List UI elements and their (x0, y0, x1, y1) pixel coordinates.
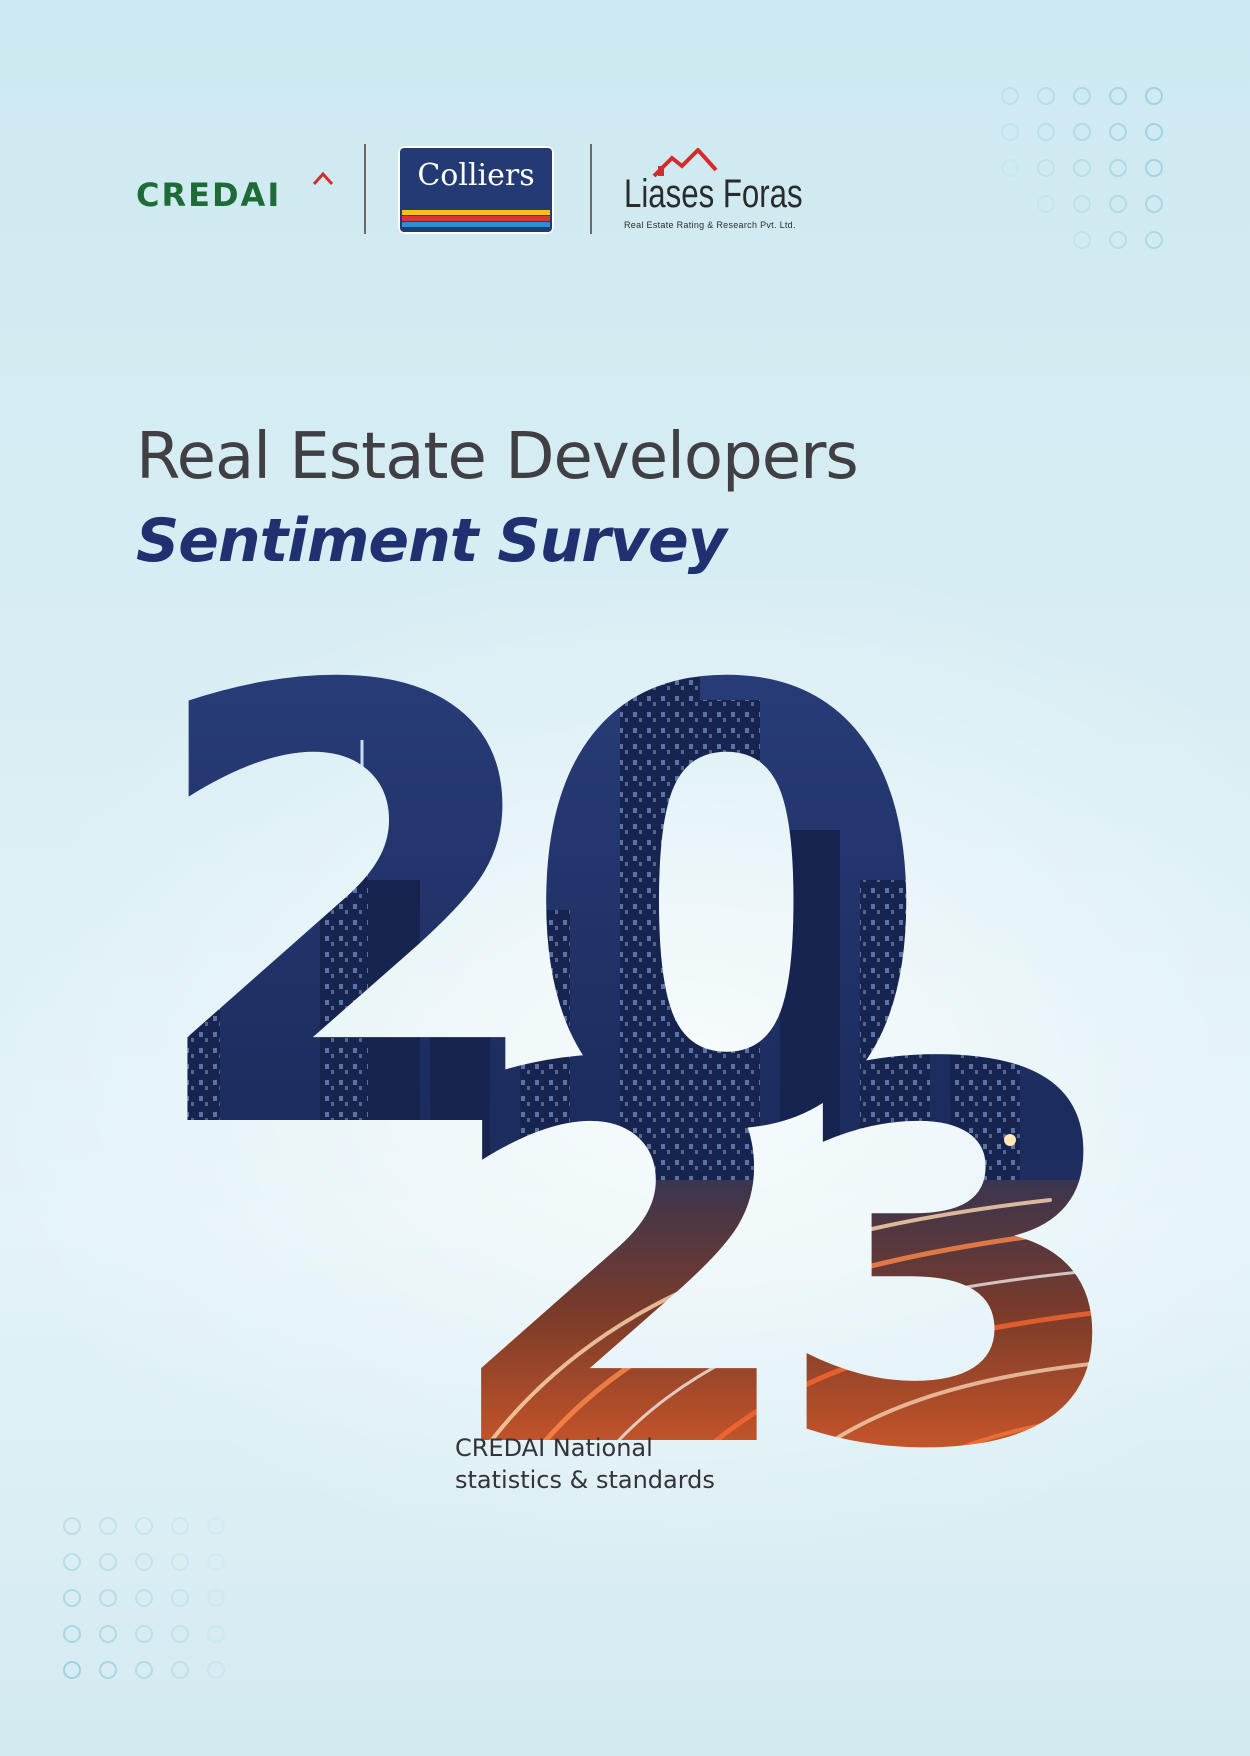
credai-roof-icon (312, 171, 334, 186)
partner-logos: CREDAI Colliers Liases Foras Real Estate… (130, 140, 830, 240)
logo-divider (364, 144, 366, 234)
publisher-caption: CREDAI National statistics & standards (455, 1432, 715, 1496)
year-image-fill (140, 580, 1104, 1560)
colliers-wordmark: Colliers (417, 158, 535, 193)
logo-divider (590, 144, 592, 234)
colliers-stripe-red (402, 216, 550, 221)
liases-foras-wordmark: Liases Foras (624, 172, 803, 216)
colliers-stripe-yellow (402, 210, 550, 215)
credai-logo: CREDAI (136, 176, 282, 214)
publisher-caption-line2: statistics & standards (455, 1466, 715, 1494)
report-title: Real Estate Developers (136, 420, 859, 494)
decorative-dot-grid-top (1001, 87, 1163, 249)
publisher-caption-line1: CREDAI National (455, 1434, 653, 1462)
report-subtitle-highlight: Sentiment Survey (136, 506, 727, 576)
liases-foras-tagline: Real Estate Rating & Research Pvt. Ltd. (624, 220, 796, 230)
colliers-logo: Colliers (398, 146, 554, 234)
colliers-stripe-blue (402, 222, 550, 227)
liases-foras-roof-icon (652, 148, 718, 178)
year-graphic: 20 23 (140, 580, 1104, 1560)
decorative-dot-grid-bottom (63, 1517, 225, 1679)
